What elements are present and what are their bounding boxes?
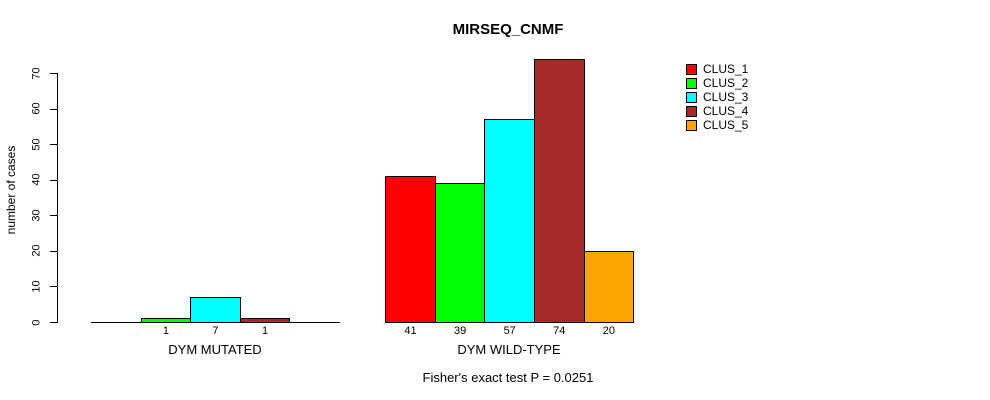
bar-value-label: 57	[503, 325, 516, 337]
legend-item-clus-2: CLUS_2	[686, 77, 748, 89]
bar-value-label: 20	[602, 325, 616, 337]
legend-label: CLUS_4	[703, 104, 749, 118]
x-category-label-dym-mutated: DYM MUTATED	[168, 342, 262, 357]
y-axis-tick	[50, 73, 57, 74]
bar-value-label: 1	[262, 325, 269, 337]
bar-clus-5	[583, 250, 635, 323]
y-tick-label: 40	[30, 173, 43, 186]
y-axis-tick	[50, 250, 57, 252]
legend-item-clus-4: CLUS_4	[686, 105, 748, 117]
legend-label: CLUS_2	[703, 76, 749, 90]
bar-clus-4	[534, 58, 585, 323]
y-axis-tick	[50, 286, 57, 288]
bar-clus-3	[190, 297, 241, 323]
y-tick-label: 60	[30, 102, 43, 115]
legend-item-clus-1: CLUS_1	[686, 63, 748, 75]
bar-value-label: 39	[453, 325, 467, 337]
bar-clus-1	[385, 176, 436, 323]
y-axis-line	[57, 73, 58, 323]
legend-label: CLUS_5	[703, 118, 749, 132]
y-axis-tick	[50, 322, 57, 323]
fisher-test-annotation: Fisher's exact test P = 0.0251	[422, 370, 594, 385]
y-axis-tick	[50, 215, 57, 217]
legend-swatch-icon	[686, 105, 697, 117]
chart-title: MIRSEQ_CNMF	[452, 21, 564, 38]
bar-clus-2	[434, 183, 486, 323]
legend-swatch-icon	[686, 91, 697, 103]
y-tick-label: 70	[30, 66, 43, 80]
y-axis-tick	[50, 179, 57, 181]
bar-value-label: 41	[404, 325, 417, 337]
legend-swatch-icon	[686, 119, 697, 131]
bar-value-label: 74	[553, 325, 566, 337]
bar-clus-2	[140, 318, 192, 323]
legend-label: CLUS_1	[703, 62, 749, 76]
y-tick-label: 30	[30, 209, 43, 222]
legend-item-clus-3: CLUS_3	[686, 91, 748, 103]
legend-swatch-icon	[686, 77, 697, 89]
bar-value-label: 7	[212, 325, 219, 337]
legend-label: CLUS_3	[703, 90, 749, 104]
y-tick-label: 0	[30, 318, 43, 326]
y-tick-label: 20	[30, 244, 43, 257]
bar-clus-4	[239, 318, 291, 323]
y-axis-tick	[50, 108, 57, 110]
y-tick-label: 10	[30, 280, 43, 293]
bar-clus-3	[484, 119, 535, 323]
legend-swatch-icon	[686, 63, 697, 75]
y-tick-label: 50	[30, 138, 43, 151]
y-axis-tick	[50, 144, 57, 146]
legend-item-clus-5: CLUS_5	[686, 119, 748, 131]
y-axis-label: number of cases	[4, 145, 18, 235]
bar-value-label: 1	[162, 325, 169, 337]
x-category-label-dym-wild-type: DYM WILD-TYPE	[457, 342, 561, 357]
